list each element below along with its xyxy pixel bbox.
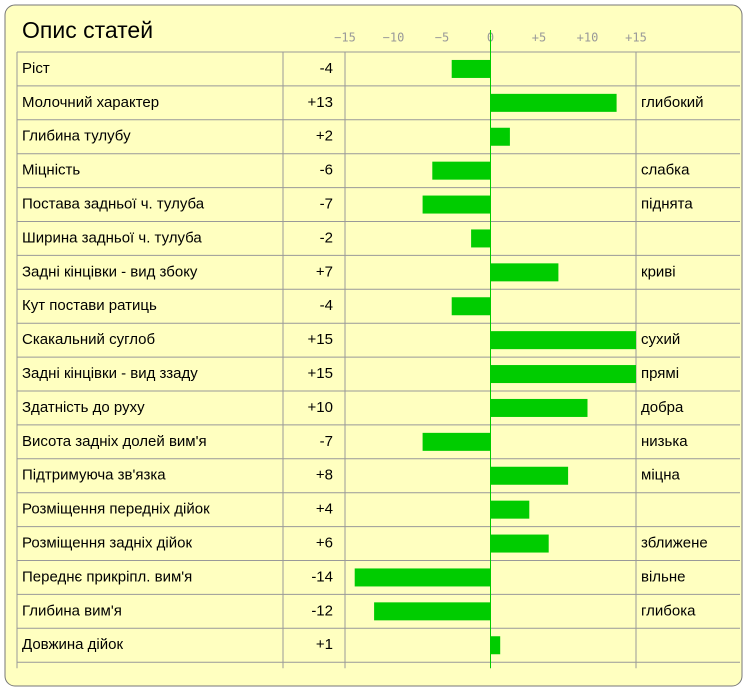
bar [451,297,491,316]
row-label: Кут постави ратиць [22,297,157,314]
bar [490,365,636,384]
bar [374,602,491,621]
bar [490,636,501,655]
value-label: +15 [308,365,333,382]
x-tick-label: −5 [435,31,449,45]
value-label: -14 [311,568,333,585]
annotation: глибока [641,602,696,619]
bar [490,398,588,417]
value-label: -7 [320,433,333,450]
value-label: +7 [316,263,333,280]
x-tick-label: −10 [383,31,405,45]
row-label: Глибина вим'я [22,602,122,619]
bar [432,161,491,180]
annotation: сухий [641,331,680,348]
annotation: вільне [641,568,686,585]
bar [490,534,549,553]
value-label: -4 [320,60,333,77]
bar [490,93,617,112]
value-label: +4 [316,501,333,518]
value-label: -4 [320,297,333,314]
value-label: -12 [311,602,333,619]
bar [451,59,491,78]
row-label: Здатність до руху [22,399,145,416]
value-label: +1 [316,636,333,653]
annotation: піднята [641,196,693,213]
bar [490,263,559,282]
row-label: Молочний характер [22,94,159,111]
row-label: Глибина тулубу [22,128,131,145]
bar [490,466,569,485]
x-tick-label: +10 [577,31,599,45]
row-label: Міцність [22,162,80,179]
x-tick-label: +5 [532,31,546,45]
annotation: добра [641,399,684,416]
row-label: Підтримуюча зв'язка [22,467,166,484]
bar [354,568,491,587]
annotation: низька [641,433,688,450]
value-label: -6 [320,162,333,179]
value-label: -2 [320,229,333,246]
row-label: Ріст [22,60,50,77]
annotation: прямі [641,365,679,382]
value-label: +15 [308,331,333,348]
row-label: Переднє прикріпл. вим'я [22,568,192,585]
value-label: +13 [308,94,333,111]
annotation: глибокий [641,94,704,111]
x-tick-label: −15 [334,31,356,45]
value-label: +8 [316,467,333,484]
bar [422,432,491,451]
row-label: Задні кінцівки - вид збоку [22,263,198,280]
row-label: Постава задньої ч. тулуба [22,196,205,213]
row-label: Розміщення передніх дійок [22,501,210,518]
value-label: +6 [316,535,333,552]
value-label: +10 [308,399,333,416]
annotation: криві [641,263,676,280]
row-label: Задні кінцівки - вид ззаду [22,365,198,382]
row-label: Довжина дійок [22,636,123,653]
row-label: Скакальний суглоб [22,331,155,348]
x-tick-label: +15 [625,31,647,45]
bar [490,331,636,350]
row-label: Ширина задньої ч. тулуба [22,229,202,246]
annotation: міцна [641,467,681,484]
bar [471,229,491,248]
row-label: Висота задніх долей вим'я [22,433,207,450]
value-label: -7 [320,196,333,213]
bar [422,195,491,214]
annotation: слабка [641,162,690,179]
annotation: зближене [641,535,708,552]
chart-title: Опис статей [22,17,153,43]
bar [490,500,530,519]
bar [490,127,510,146]
value-label: +2 [316,128,333,145]
row-label: Розміщення задніх дійок [22,535,192,552]
